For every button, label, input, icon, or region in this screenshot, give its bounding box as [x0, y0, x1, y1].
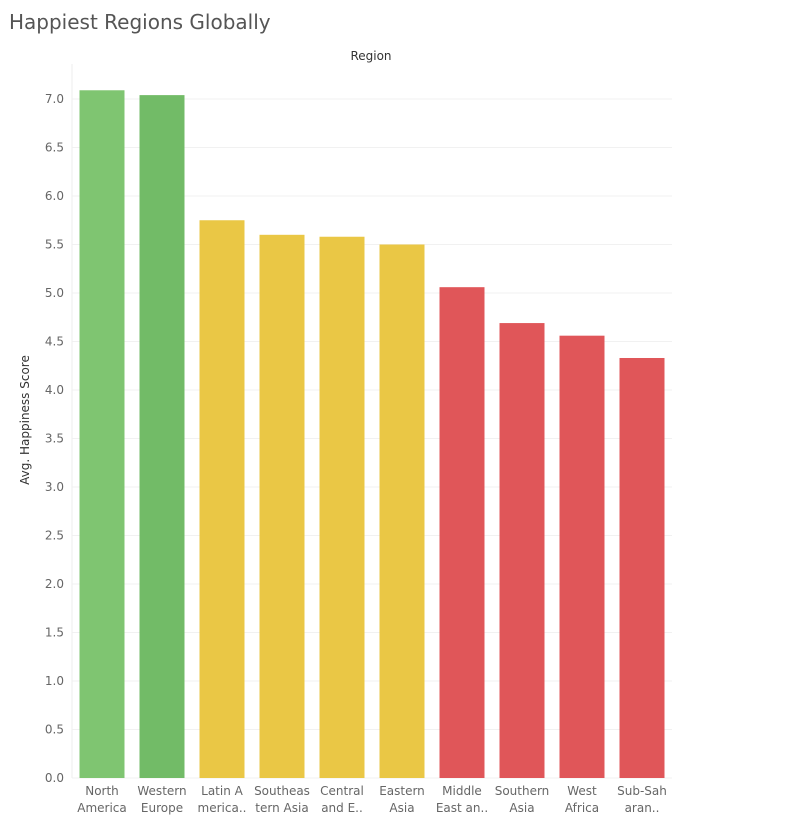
y-tick-label: 3.0	[45, 480, 64, 494]
x-tick-label: Southeas	[254, 784, 310, 798]
x-tick-label: tern Asia	[255, 801, 308, 815]
bars	[79, 90, 665, 779]
y-tick-label: 2.0	[45, 577, 64, 591]
x-tick-label: West	[567, 784, 597, 798]
y-axis-ticks: 0.0 0.5 1.0 1.5 2.0 2.5 3.0 3.5 4.0 4.5 5.0 5.5 6.0 6…	[45, 92, 64, 785]
bar[interactable]	[439, 287, 485, 778]
y-tick-label: 0.5	[45, 723, 64, 737]
bar[interactable]	[619, 357, 665, 778]
x-tick-label: Central	[320, 784, 364, 798]
y-tick-label: 3.5	[45, 432, 64, 446]
x-tick-label: America	[77, 801, 127, 815]
x-tick-label: Latin A	[201, 784, 243, 798]
y-tick-label: 2.5	[45, 529, 64, 543]
x-tick-label: Eastern	[379, 784, 425, 798]
bar[interactable]	[319, 236, 365, 779]
x-tick-label: North	[85, 784, 119, 798]
x-tick-label: Middle	[442, 784, 482, 798]
y-tick-label: 5.5	[45, 238, 64, 252]
y-tick-label: 1.5	[45, 626, 64, 640]
y-tick-label: 0.0	[45, 771, 64, 785]
x-tick-label: merica..	[198, 801, 247, 815]
y-tick-label: 6.0	[45, 189, 64, 203]
y-tick-label: 6.5	[45, 141, 64, 155]
bar[interactable]	[499, 323, 545, 778]
x-tick-label: East an..	[436, 801, 488, 815]
x-axis-title: Region	[350, 49, 391, 63]
x-tick-label: Africa	[565, 801, 599, 815]
bar[interactable]	[379, 244, 425, 779]
y-axis-title: Avg. Happiness Score	[18, 355, 32, 485]
y-tick-label: 1.0	[45, 674, 64, 688]
bar[interactable]	[79, 90, 125, 778]
bar[interactable]	[199, 220, 245, 778]
y-tick-label: 5.0	[45, 286, 64, 300]
chart-title: Happiest Regions Globally	[9, 10, 271, 34]
y-tick-label: 4.0	[45, 383, 64, 397]
x-axis-labels: North America Western Europe Latin A merica..…	[77, 784, 667, 815]
y-tick-label: 7.0	[45, 92, 64, 106]
x-tick-label: Southern	[495, 784, 550, 798]
y-tick-label: 4.5	[45, 335, 64, 349]
x-tick-label: Sub-Sah	[617, 784, 667, 798]
x-tick-label: and E..	[321, 801, 363, 815]
bar[interactable]	[259, 234, 305, 779]
x-tick-label: aran..	[625, 801, 660, 815]
x-tick-label: Western	[137, 784, 186, 798]
x-tick-label: Asia	[509, 801, 534, 815]
bar[interactable]	[139, 95, 185, 779]
x-tick-label: Europe	[141, 801, 183, 815]
x-tick-label: Asia	[389, 801, 414, 815]
bar[interactable]	[559, 335, 605, 778]
